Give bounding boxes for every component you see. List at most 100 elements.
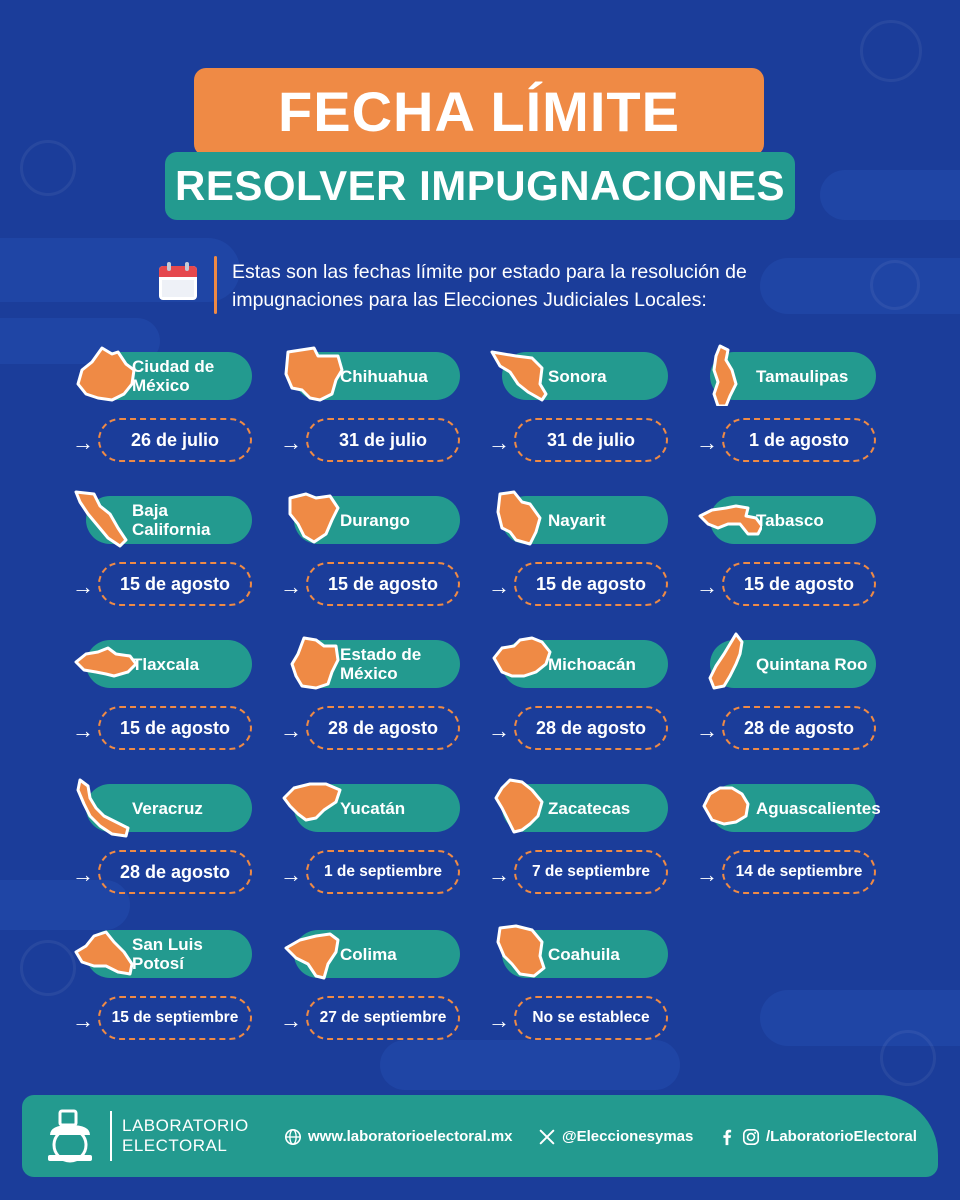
state-card: Colima → 27 de septiembre [280,930,480,1070]
deadline-date: 28 de agosto [514,706,668,750]
deadline-date: 15 de agosto [722,562,876,606]
deadline-date: 14 de septiembre [722,850,876,894]
state-name: Sonora [548,367,607,386]
state-name: Tlaxcala [132,655,199,674]
deadline-date: 27 de septiembre [306,996,460,1040]
bg-ballot-mark [880,1030,936,1086]
state-name-line-1: Aguascalientes [756,798,881,818]
state-map-shape-icon [74,930,134,976]
arrow-right-icon: → [280,430,302,455]
state-card: Nayarit → 15 de agosto [488,490,688,636]
state-card: Veracruz → 28 de agosto [72,778,272,924]
arrow-right-icon: → [72,862,94,887]
state-name-line-1: Chihuahua [340,366,428,386]
footer: LABORATORIO ELECTORAL www.laboratorioele… [22,1095,938,1177]
state-name-pill: Tamaulipas [710,352,876,400]
state-name-line-1: Quintana Roo [756,654,868,674]
state-name-line-2: México [132,376,190,395]
arrow-right-icon: → [72,1008,94,1033]
globe-icon [284,1128,302,1146]
deadline-date: 26 de julio [98,418,252,462]
state-map-shape-icon [288,492,340,544]
state-map-shape-icon [74,490,128,548]
state-name-line-1: Michoacán [548,654,636,674]
bg-ballot-mark [870,260,920,310]
arrow-right-icon: → [72,430,94,455]
social-handle-text: /LaboratorioElectoral [766,1128,917,1145]
intro-divider [214,256,217,314]
state-card: Sonora → 31 de julio [488,350,688,492]
website-link[interactable]: www.laboratorioelectoral.mx [284,1127,513,1147]
state-name: Tabasco [756,511,824,530]
state-name: Tamaulipas [756,367,848,386]
state-card: Chihuahua → 31 de julio [280,346,480,492]
deadline-date: 31 de julio [514,418,668,462]
state-name: Michoacán [548,655,636,674]
intro-line-2: impugnaciones para las Elecciones Judici… [232,289,707,311]
ballot-box-logo-icon [48,1109,92,1163]
state-map-shape-icon [708,632,744,690]
deadline-date: No se establece [514,996,668,1040]
state-name-line-2: Potosí [132,954,184,973]
state-card: Tlaxcala → 15 de agosto [72,640,272,780]
state-name-line-1: Zacatecas [548,798,631,818]
social-link[interactable]: /LaboratorioElectoral [718,1127,917,1147]
state-card: Tamaulipas → 1 de agosto [696,344,896,492]
state-map-shape-icon [496,924,546,978]
deadline-date: 15 de septiembre [98,996,252,1040]
state-card: Durango → 15 de agosto [280,492,480,636]
state-card: San Luis Potosí → 15 de septiembre [72,930,272,1070]
deadline-date: 15 de agosto [306,562,460,606]
facebook-icon [723,1129,732,1146]
state-name: Colima [340,945,397,964]
state-name-line-1: Baja [132,501,168,520]
state-name-line-2: México [340,664,398,683]
state-card: Tabasco → 15 de agosto [696,496,896,636]
state-map-shape-icon [490,350,548,402]
state-map-shape-icon [76,346,136,402]
deadline-date: 1 de septiembre [306,850,460,894]
bg-wave [0,238,240,302]
x-link[interactable]: @Eleccionesymas [538,1127,693,1147]
state-name-line-1: Colima [340,944,397,964]
state-card: Michoacán → 28 de agosto [488,636,688,780]
state-name-line-1: Veracruz [132,798,203,818]
state-map-shape-icon [702,786,750,826]
state-card: Zacatecas → 7 de septiembre [488,778,688,924]
arrow-right-icon: → [72,718,94,743]
state-name-line-1: Durango [340,510,410,530]
state-name-pill: Quintana Roo [710,640,876,688]
title-line-1: FECHA LÍMITE PARA [194,68,764,231]
state-name-line-1: Sonora [548,366,607,386]
state-map-shape-icon [698,504,762,536]
instagram-icon [742,1128,760,1146]
state-name: Durango [340,511,410,530]
state-card: Ciudad de México → 26 de julio [72,346,272,492]
arrow-right-icon: → [488,862,510,887]
deadline-date: 31 de julio [306,418,460,462]
bg-wave [380,1040,680,1090]
arrow-right-icon: → [696,574,718,599]
logo-separator [110,1111,112,1161]
state-name-line-1: Nayarit [548,510,606,530]
state-map-shape-icon [492,636,552,678]
arrow-right-icon: → [488,1008,510,1033]
state-map-shape-icon [290,636,340,690]
state-name: San Luis Potosí [132,935,203,973]
bg-wave [820,170,960,220]
arrow-right-icon: → [280,862,302,887]
arrow-right-icon: → [280,718,302,743]
state-map-shape-icon [284,346,344,402]
bg-ballot-mark [20,940,76,996]
deadline-date: 1 de agosto [722,418,876,462]
state-card: Estado de México → 28 de agosto [280,636,480,780]
state-name: Estado de México [340,645,421,683]
deadline-date: 28 de agosto [306,706,460,750]
deadline-date: 15 de agosto [98,562,252,606]
bg-wave [760,258,960,314]
state-name-line-1: Coahuila [548,944,620,964]
deadline-date: 28 de agosto [98,850,252,894]
deadline-date: 15 de agosto [514,562,668,606]
arrow-right-icon: → [488,718,510,743]
state-map-shape-icon [284,932,340,980]
